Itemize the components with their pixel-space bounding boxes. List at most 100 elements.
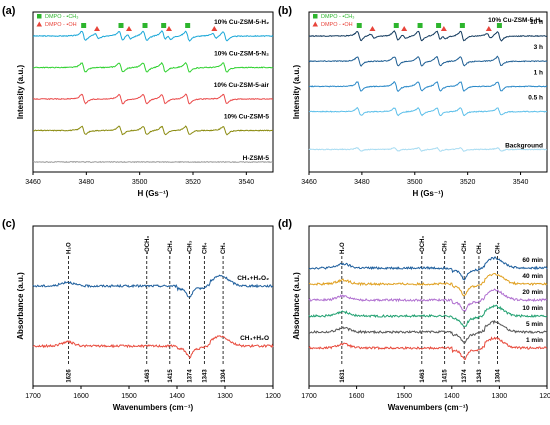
series-label: 10 h — [530, 19, 543, 26]
species-label: •OCH₃ — [420, 236, 426, 254]
species-label: •CH₃ — [462, 240, 468, 254]
peak-label: 1304 — [221, 369, 227, 383]
x-tick-label: 3480 — [79, 179, 95, 186]
ch3-marker — [161, 23, 167, 28]
series-line — [308, 288, 548, 312]
x-tick-label: 3500 — [407, 179, 423, 186]
ch3-marker — [142, 23, 148, 28]
series-line — [32, 30, 274, 42]
peak-label: 1343 — [202, 369, 208, 383]
series-label: Background — [505, 142, 543, 149]
species-label: •CH₃ — [187, 240, 193, 254]
species-label: •CH₃ — [168, 240, 174, 254]
ch3-marker — [118, 23, 124, 28]
series-label: 10 min — [522, 305, 543, 312]
peak-label: 1343 — [477, 369, 483, 383]
panel-a: 3460 3480 3500 3520 3540 H (Gs⁻¹) Intensity (a… — [16, 11, 274, 198]
x-tick-label: 1400 — [444, 393, 460, 400]
series-label: 1 min — [526, 337, 543, 344]
series-label: CH₄+H₂O₂ — [237, 275, 269, 282]
series-line — [32, 93, 274, 105]
x-tick-label: 1200 — [265, 393, 281, 400]
legend-label: DMPO - •CH₃ — [321, 14, 355, 20]
peak-label: 1304 — [495, 369, 501, 383]
series-label: H-ZSM-5 — [243, 155, 270, 162]
series-line — [308, 30, 548, 42]
oh-marker — [369, 26, 376, 31]
series-line — [308, 106, 548, 117]
x-tick-label: 1300 — [217, 393, 233, 400]
oh-marker — [126, 26, 132, 31]
x-tick-label: 3460 — [301, 179, 317, 186]
series-line — [308, 80, 548, 92]
panel-label-d: (d) — [278, 218, 292, 230]
peak-label: 1415 — [443, 369, 449, 383]
x-tick-label: 3460 — [25, 179, 41, 186]
panel-label-a: (a) — [2, 5, 16, 17]
chart-title: 10% Cu-ZSM-5-H₂ — [488, 17, 543, 24]
legend-label: DMPO - •CH₃ — [45, 14, 79, 20]
x-tick-label: 3520 — [185, 179, 201, 186]
series-line — [32, 274, 273, 298]
oh-marker — [440, 26, 447, 31]
peak-label: 1631 — [340, 369, 346, 383]
series-label: 10% Cu-ZSM-5 — [224, 114, 270, 121]
x-tick-label: 3540 — [513, 179, 529, 186]
ch3-marker — [417, 23, 423, 28]
series-label: 5 min — [526, 321, 543, 328]
x-tick-label: 1600 — [349, 393, 365, 400]
oh-marker — [401, 26, 408, 31]
series-line — [33, 125, 274, 136]
plot-frame — [308, 225, 548, 387]
series-label: CH₄+H₂O — [240, 335, 269, 342]
species-label: CH₄ — [221, 242, 227, 254]
y-axis-label: Absorbance (a.u.) — [16, 272, 25, 340]
plot-frame — [308, 11, 548, 173]
peak-label: 1415 — [168, 369, 174, 383]
plot-frame — [32, 225, 274, 387]
x-axis-label: H (Gs⁻¹) — [138, 189, 169, 198]
panel-label-c: (c) — [2, 218, 16, 230]
y-axis-label: Intensity (a.u.) — [292, 65, 301, 120]
series-line — [308, 146, 548, 152]
series-line — [308, 256, 548, 281]
ch3-marker — [356, 23, 362, 28]
ch3-marker — [496, 23, 502, 28]
x-tick-label: 1700 — [301, 393, 317, 400]
y-axis-label: Intensity (a.u.) — [16, 65, 25, 120]
species-label: CH₄ — [495, 242, 501, 254]
x-tick-label: 1400 — [169, 393, 185, 400]
series-label: 20 min — [522, 289, 543, 296]
x-axis-label: Wavenumbers (cm⁻¹) — [388, 403, 469, 412]
peak-label: 1626 — [67, 369, 73, 383]
peak-label: 1374 — [187, 369, 193, 383]
series-label: 1 h — [534, 69, 543, 76]
peak-label: 1374 — [462, 369, 468, 383]
x-tick-label: 3500 — [132, 179, 148, 186]
series-label: 60 min — [522, 257, 543, 264]
ch3-marker — [185, 23, 191, 28]
peak-label: 1463 — [420, 369, 426, 383]
series-line — [308, 272, 548, 297]
legend-marker — [37, 14, 42, 19]
x-axis-label: H (Gs⁻¹) — [413, 189, 444, 198]
series-line — [308, 304, 548, 328]
legend-marker — [36, 21, 42, 27]
ch3-marker — [436, 23, 442, 28]
x-tick-label: 3540 — [239, 179, 255, 186]
series-line — [32, 160, 274, 164]
series-label: 10% Cu-ZSM-5-N₂ — [214, 51, 269, 58]
species-label: CH₄ — [477, 242, 483, 254]
series-line — [308, 319, 548, 345]
plot-frame — [32, 11, 274, 173]
legend-label: DMPO - •OH — [321, 22, 353, 28]
panel-b: 3460 3480 3500 3520 3540 H (Gs⁻¹) Intensity (a… — [292, 11, 548, 198]
oh-marker — [211, 26, 218, 31]
series-line — [32, 335, 274, 359]
series-label: 0.5 h — [528, 95, 543, 102]
peak-label: 1463 — [145, 369, 151, 383]
x-tick-label: 1700 — [25, 393, 41, 400]
series-label: 10% Cu-ZSM-5-air — [214, 82, 270, 89]
ch3-marker — [393, 23, 399, 28]
